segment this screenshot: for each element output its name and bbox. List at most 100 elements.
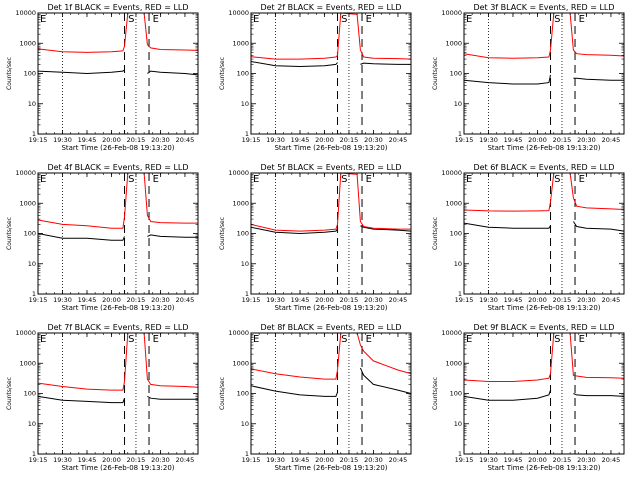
x-tick-label: 20:00 (528, 456, 547, 464)
y-tick-label: 1000 (445, 359, 462, 367)
plot-frame (250, 172, 412, 295)
lld-series-line (38, 13, 198, 53)
panel-title: Det 8f BLACK = Events, RED = LLD (260, 323, 401, 332)
panel-8: Det 8f BLACK = Events, RED = LLD Counts/s… (219, 323, 412, 472)
y-tick-label: 100 (237, 390, 249, 398)
x-tick-label: 20:00 (315, 456, 334, 464)
panel-title: Det 2f BLACK = Events, RED = LLD (260, 3, 401, 12)
plot-frame (250, 332, 412, 455)
lld-series-line (464, 13, 624, 59)
marker-label: E (579, 334, 585, 345)
x-tick-label: 20:30 (577, 456, 596, 464)
x-tick-label: 20:45 (389, 296, 408, 304)
x-tick-label: 20:45 (176, 136, 195, 144)
marker-label: E (40, 174, 46, 185)
panel-2: Det 2f BLACK = Events, RED = LLD Counts/s… (219, 3, 412, 152)
marker-label: E (253, 174, 259, 185)
y-tick-label: 10 (454, 260, 462, 268)
events-series-line (251, 367, 411, 397)
x-tick-label: 20:30 (577, 136, 596, 144)
events-series-line (464, 74, 624, 85)
panel-1: Det 1f BLACK = Events, RED = LLD Counts/s… (6, 3, 199, 152)
x-tick-label: 19:30 (266, 456, 285, 464)
x-axis-label: Start Time (26-Feb-08 19:13:20) (274, 144, 387, 152)
x-tick-label: 20:45 (389, 136, 408, 144)
marker-label: S (128, 14, 134, 25)
x-tick-label: 20:45 (602, 456, 621, 464)
x-axis-label: Start Time (26-Feb-08 19:13:20) (487, 144, 600, 152)
x-tick-label: 20:45 (602, 136, 621, 144)
events-series-line (38, 69, 198, 76)
lld-series-line (464, 173, 624, 212)
y-axis-label: Counts/sec (432, 217, 439, 250)
plot-frame (463, 12, 625, 135)
y-tick-label: 1 (458, 450, 462, 458)
y-tick-label: 10000 (228, 169, 249, 177)
y-tick-label: 100 (24, 70, 36, 78)
x-tick-label: 19:30 (266, 296, 285, 304)
y-axis-label: Counts/sec (219, 57, 226, 90)
panel-title: Det 4f BLACK = Events, RED = LLD (47, 163, 188, 172)
panel-title: Det 7f BLACK = Events, RED = LLD (47, 323, 188, 332)
marker-label: E (40, 14, 46, 25)
panel-title: Det 6f BLACK = Events, RED = LLD (473, 163, 614, 172)
marker-label: E (366, 174, 372, 185)
marker-label: S (554, 334, 560, 345)
x-tick-label: 19:30 (53, 456, 72, 464)
x-tick-label: 19:30 (53, 296, 72, 304)
marker-label: S (554, 174, 560, 185)
x-tick-label: 20:45 (176, 456, 195, 464)
y-tick-label: 10000 (15, 329, 36, 337)
y-tick-label: 10000 (15, 169, 36, 177)
plot-frame (463, 332, 625, 455)
plot-frame (37, 332, 199, 455)
y-tick-label: 1000 (445, 199, 462, 207)
x-tick-label: 19:30 (53, 136, 72, 144)
panel-3: Det 3f BLACK = Events, RED = LLD Counts/s… (432, 3, 625, 152)
y-tick-label: 1 (245, 450, 249, 458)
y-tick-label: 1000 (232, 39, 249, 47)
x-tick-label: 20:15 (127, 136, 146, 144)
events-series-line (464, 221, 624, 232)
x-tick-label: 20:45 (176, 296, 195, 304)
x-tick-label: 20:30 (151, 136, 170, 144)
y-axis-label: Counts/sec (219, 217, 226, 250)
lld-series-line (464, 333, 624, 382)
x-tick-label: 20:30 (577, 296, 596, 304)
marker-label: E (253, 14, 259, 25)
x-tick-label: 19:45 (291, 456, 310, 464)
x-tick-label: 19:15 (242, 296, 261, 304)
marker-label: S (128, 174, 134, 185)
marker-label: E (366, 14, 372, 25)
panel-4: Det 4f BLACK = Events, RED = LLD Counts/s… (6, 163, 199, 312)
x-tick-label: 20:00 (315, 136, 334, 144)
marker-label: E (466, 174, 472, 185)
panel-title: Det 1f BLACK = Events, RED = LLD (47, 3, 188, 12)
events-series-line (251, 61, 411, 68)
y-tick-label: 10000 (441, 169, 462, 177)
plot-frame (37, 12, 199, 135)
y-tick-label: 10 (28, 420, 36, 428)
x-tick-label: 20:30 (364, 136, 383, 144)
x-tick-label: 20:15 (127, 296, 146, 304)
x-axis-label: Start Time (26-Feb-08 19:13:20) (61, 464, 174, 472)
x-tick-label: 20:30 (364, 456, 383, 464)
x-tick-label: 20:30 (151, 456, 170, 464)
y-axis-label: Counts/sec (6, 377, 13, 410)
x-tick-label: 19:15 (455, 456, 474, 464)
y-tick-label: 10000 (441, 329, 462, 337)
x-tick-label: 20:00 (315, 296, 334, 304)
y-tick-label: 10000 (15, 9, 36, 17)
marker-label: E (153, 174, 159, 185)
x-tick-label: 19:30 (479, 456, 498, 464)
x-tick-label: 20:15 (340, 136, 359, 144)
y-axis-label: Counts/sec (432, 377, 439, 410)
y-tick-label: 1000 (19, 199, 36, 207)
x-tick-label: 19:45 (504, 296, 523, 304)
y-tick-label: 1000 (232, 199, 249, 207)
x-tick-label: 20:00 (102, 296, 121, 304)
x-tick-label: 20:45 (602, 296, 621, 304)
lld-series-line (251, 173, 411, 232)
x-tick-label: 20:00 (528, 296, 547, 304)
